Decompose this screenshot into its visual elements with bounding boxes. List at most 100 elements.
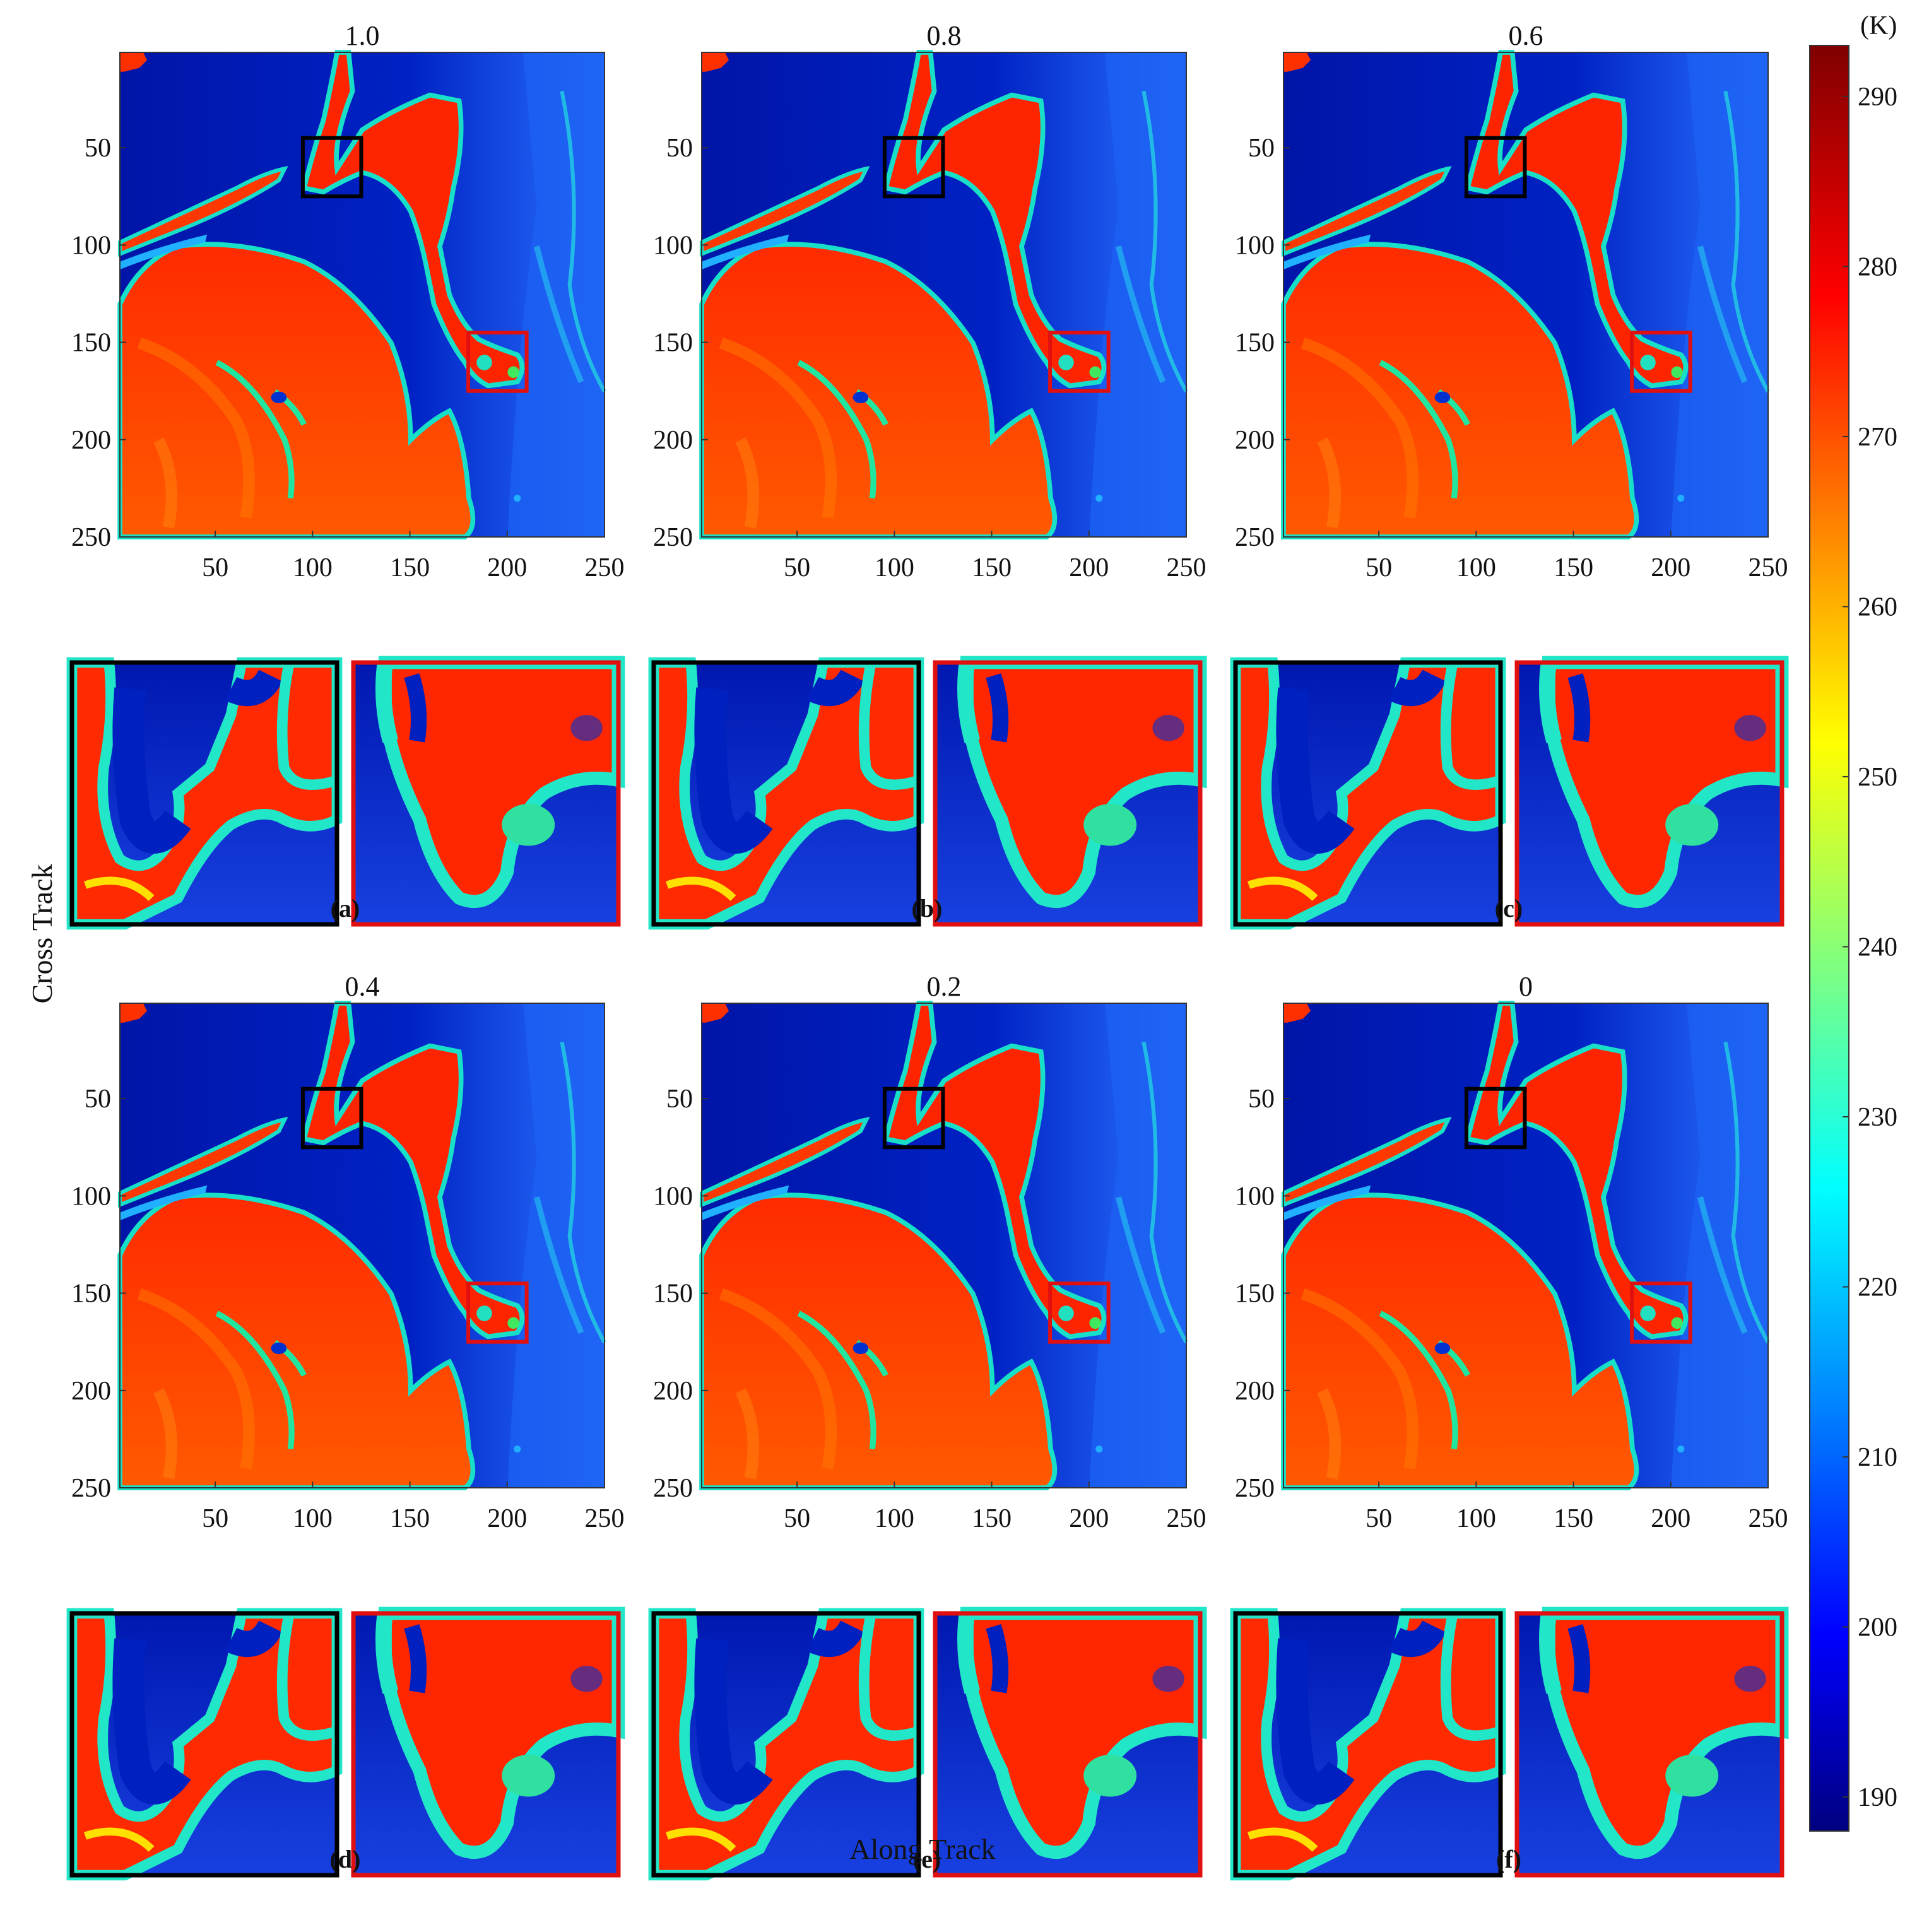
x-tick-label: 250 [1167,553,1206,582]
y-tick-label: 250 [71,523,111,552]
zoom-inset-frame [1233,1611,1503,1878]
colorbar-gradient [1809,45,1849,1832]
panel-title: 0.6 [1509,20,1543,51]
zoom-inset-black [1236,663,1501,924]
x-tick-label: 250 [1749,1504,1788,1533]
zoom-inset-red [353,1613,618,1875]
y-tick-label: 200 [1235,1377,1275,1406]
panel-title: 0.8 [927,20,962,51]
x-tick-label: 100 [293,553,333,582]
inset-box-red [1630,331,1692,393]
colorbar-tick-label: 240 [1858,933,1897,962]
inset-box-black [882,1087,945,1150]
panel-letter: (e) [913,1845,941,1873]
axes-frame [1283,1003,1769,1488]
colorbar-tick-label: 210 [1858,1443,1897,1472]
x-tick-label: 50 [202,1504,228,1533]
inset-box-red [1048,1281,1111,1344]
zoom-inset-frame [651,660,921,927]
colorbar-tick-label: 270 [1858,423,1897,452]
zoom-inset-red [1517,663,1782,924]
x-tick-label: 250 [585,553,625,582]
y-tick-label: 150 [653,329,693,358]
colorbar-tick-label: 250 [1858,763,1897,792]
heatmap-image [120,1003,605,1488]
panel-3: 0.6 50 100 150 200 250 50 100 150 200 250 (c) [1235,20,1788,924]
x-tick-label: 250 [1167,1504,1206,1533]
panel-2: 0.8 50 100 150 200 250 50 100 150 200 250 (b) [653,20,1206,924]
heatmap-image [120,52,605,537]
x-tick-label: 200 [1651,1504,1690,1533]
zoom-inset-frame [1514,1611,1784,1878]
y-tick-label: 50 [85,1085,111,1114]
y-tick-label: 100 [653,231,693,260]
x-tick-label: 150 [390,553,430,582]
x-tick-label: 200 [487,553,527,582]
y-tick-label: 150 [71,329,111,358]
x-tick-label: 200 [487,1504,527,1533]
y-tick-label: 250 [71,1474,111,1503]
panel-letter: (c) [1495,894,1523,922]
zoom-inset-red [1517,1613,1782,1875]
y-tick-label: 250 [653,523,693,552]
zoom-inset-frame [69,1611,339,1878]
inset-box-red [1630,1281,1692,1344]
x-tick-label: 50 [784,1504,810,1533]
inset-box-red [466,331,529,393]
x-tick-label: 100 [293,1504,333,1533]
x-tick-label: 200 [1069,1504,1109,1533]
y-tick-label: 150 [1235,1280,1275,1309]
y-tick-label: 200 [653,1377,693,1406]
colorbar-tick-label: 280 [1858,252,1897,281]
x-tick-label: 50 [1366,1504,1392,1533]
zoom-inset-black [72,663,337,924]
x-tick-label: 150 [972,553,1012,582]
axes-frame [119,1003,605,1488]
y-tick-label: 250 [653,1474,693,1503]
inset-box-black [300,1087,363,1150]
x-tick-label: 50 [202,553,228,582]
panel-letter: (b) [912,894,943,922]
panel-title: 0.2 [927,971,962,1002]
x-tick-label: 100 [875,553,914,582]
zoom-inset-frame [933,660,1203,927]
heatmap-image [1283,1003,1768,1488]
colorbar-tick-label: 190 [1858,1783,1897,1812]
zoom-inset-frame [1233,660,1503,927]
panel-title: 0 [1519,971,1533,1002]
panel-letter: (a) [331,894,360,922]
y-tick-label: 100 [1235,231,1275,260]
y-tick-label: 100 [71,1182,111,1211]
x-tick-label: 200 [1651,553,1690,582]
inset-box-black [1464,136,1527,199]
y-tick-label: 100 [71,231,111,260]
y-tick-label: 250 [1235,523,1275,552]
panel-1: 1.0 50 100 150 200 250 50 100 150 200 250 (a) [71,20,625,924]
x-axis-label: Along Track [849,1833,995,1865]
zoom-inset-black [1236,1613,1501,1875]
panel-title: 0.4 [345,971,380,1002]
x-tick-label: 100 [1456,553,1496,582]
y-tick-label: 100 [653,1182,693,1211]
x-tick-label: 200 [1069,553,1109,582]
heatmap-image [702,1003,1186,1488]
panel-title: 1.0 [345,20,380,51]
zoom-inset-frame [1514,660,1784,927]
x-tick-label: 100 [1456,1504,1496,1533]
heatmap-image [702,52,1186,537]
panel-6: 0 50 100 150 200 250 50 100 150 200 250 (f) [1235,971,1788,1875]
colorbar-tick-label: 220 [1858,1273,1897,1302]
y-tick-label: 250 [1235,1474,1275,1503]
zoom-inset-red [353,663,618,924]
x-tick-label: 150 [1554,553,1593,582]
zoom-inset-frame [933,1611,1203,1878]
y-tick-label: 200 [653,426,693,455]
inset-box-black [1464,1087,1527,1150]
x-tick-label: 250 [585,1504,625,1533]
colorbar-unit: (K) [1860,11,1897,40]
panel-5: 0.2 50 100 150 200 250 50 100 150 200 250 (e) [653,971,1206,1875]
inset-box-black [300,136,363,199]
x-tick-label: 250 [1749,553,1788,582]
zoom-inset-frame [351,1611,621,1878]
